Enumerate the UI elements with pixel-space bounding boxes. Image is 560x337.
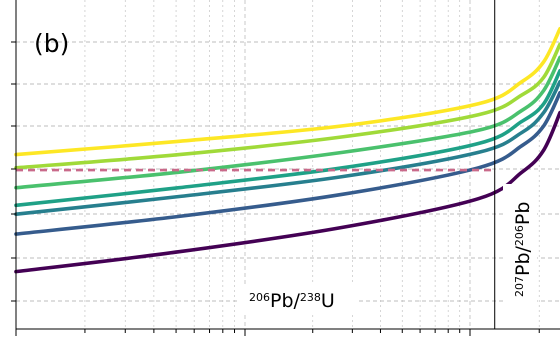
- series-line-4: [14, 68, 560, 208]
- panel-label: (b): [34, 29, 69, 58]
- right-label-background: [503, 184, 537, 302]
- right-axis-label: 207Pb/206Pb: [512, 202, 534, 297]
- major-gridlines: [15, 0, 560, 329]
- series-line-1: [14, 26, 560, 157]
- series-line-6: [14, 90, 560, 236]
- series-line-3: [14, 55, 560, 190]
- series-line-2: [14, 42, 560, 170]
- x-axis-label-background: [240, 284, 356, 314]
- series-line-5: [14, 79, 560, 216]
- x-axis-label: 206Pb/238U: [249, 290, 335, 312]
- axis-ticks: [11, 41, 540, 336]
- series-lines: [14, 26, 560, 274]
- series-line-7: [14, 110, 560, 274]
- minor-gridlines: [84, 0, 540, 329]
